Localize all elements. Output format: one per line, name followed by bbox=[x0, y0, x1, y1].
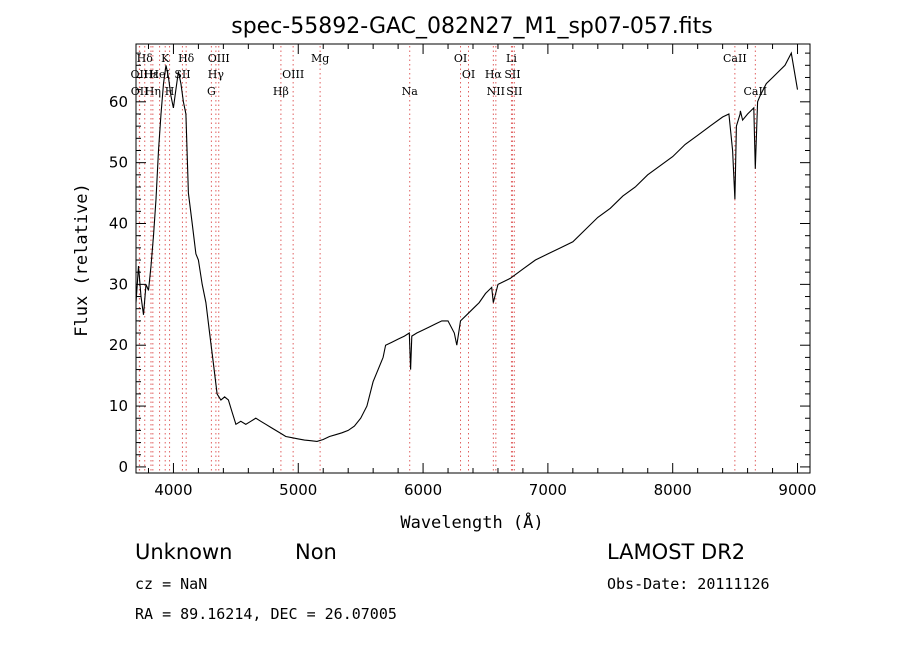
line-label: NII bbox=[487, 85, 505, 98]
line-label: Hβ bbox=[273, 85, 289, 98]
y-tick-label: 50 bbox=[109, 154, 128, 172]
line-label: OI bbox=[462, 68, 475, 81]
line-label: G bbox=[207, 85, 216, 98]
line-label: OIII bbox=[208, 52, 230, 65]
y-tick-label: 30 bbox=[109, 275, 128, 293]
line-label: CaII bbox=[743, 85, 767, 98]
object-subclass: Non bbox=[295, 540, 337, 564]
line-label: Mg bbox=[311, 52, 329, 65]
line-label: OIII bbox=[282, 68, 304, 81]
y-tick-label: 0 bbox=[118, 458, 128, 476]
plot-frame bbox=[135, 43, 811, 474]
line-label: Na bbox=[402, 85, 419, 98]
line-label: SII bbox=[504, 68, 520, 81]
x-tick-label: 9000 bbox=[778, 481, 816, 499]
line-label: K bbox=[161, 52, 170, 65]
line-label: Hδ bbox=[178, 52, 195, 65]
line-label: OI bbox=[454, 52, 467, 65]
y-axis-ticks: 0 10 20 30 40 50 60 bbox=[109, 52, 810, 476]
y-tick-label: 40 bbox=[109, 215, 128, 233]
line-label: Hδ bbox=[137, 52, 154, 65]
x-axis-label: Wavelength (Å) bbox=[400, 511, 543, 533]
y-tick-label: 20 bbox=[109, 336, 128, 354]
line-label: SII bbox=[506, 85, 522, 98]
spectrum-line bbox=[135, 51, 799, 442]
x-tick-label: 5000 bbox=[279, 481, 317, 499]
line-label: Hγ bbox=[208, 68, 225, 81]
x-tick-label: 8000 bbox=[654, 481, 692, 499]
redshift-text: cz = NaN bbox=[135, 575, 208, 593]
y-tick-label: 60 bbox=[109, 93, 128, 111]
chart-title: spec-55892-GAC_082N27_M1_sp07-057.fits bbox=[231, 14, 713, 39]
survey-name: LAMOST DR2 bbox=[607, 540, 746, 564]
line-label: OII bbox=[131, 85, 149, 98]
obs-date: Obs-Date: 20111126 bbox=[607, 575, 770, 593]
line-label: Hη bbox=[145, 85, 161, 98]
coordinates: RA = 89.16214, DEC = 26.07005 bbox=[135, 605, 397, 623]
line-label: Li bbox=[506, 52, 517, 65]
spectral-line-markers bbox=[138, 46, 756, 473]
line-label: H bbox=[165, 85, 175, 98]
x-axis-ticks: 4000 5000 6000 7000 8000 9000 bbox=[147, 44, 817, 499]
x-tick-label: 6000 bbox=[404, 481, 442, 499]
x-tick-label: 7000 bbox=[529, 481, 567, 499]
line-label: OII bbox=[131, 68, 149, 81]
y-tick-label: 10 bbox=[109, 397, 128, 415]
line-label: Hα bbox=[485, 68, 503, 81]
line-label: CaII bbox=[723, 52, 747, 65]
object-class: Unknown bbox=[135, 540, 233, 564]
line-label: Hε bbox=[143, 68, 159, 81]
y-axis-label: Flux (relative) bbox=[72, 183, 92, 337]
x-tick-label: 4000 bbox=[154, 481, 192, 499]
line-label: SII bbox=[174, 68, 190, 81]
